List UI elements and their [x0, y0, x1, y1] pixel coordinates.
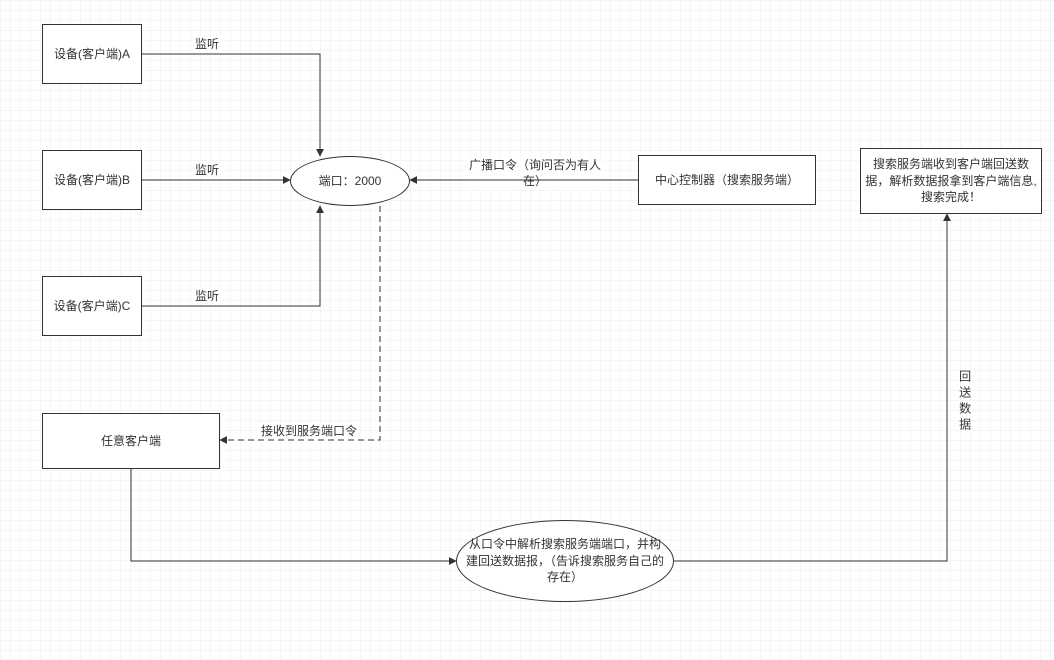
node-any-client: 任意客户端 [42, 413, 220, 469]
node-any-client-label: 任意客户端 [101, 433, 161, 450]
node-parse-label: 从口令中解析搜索服务端端口，并构建回送数据报，（告诉搜索服务自己的存在） [465, 536, 665, 586]
node-device-a-label: 设备(客户端)A [54, 46, 130, 63]
node-port-label: 端口：2000 [319, 173, 382, 190]
edge-port-any [220, 206, 380, 440]
node-port: 端口：2000 [290, 156, 410, 206]
edge-label-port-any: 接收到服务端口令 [258, 423, 360, 441]
node-device-b: 设备(客户端)B [42, 150, 142, 210]
edge-c-port [142, 206, 320, 306]
edge-label-parse-result: 回送数据 [956, 370, 970, 439]
node-device-b-label: 设备(客户端)B [54, 172, 130, 189]
edge-a-port [142, 54, 320, 156]
node-device-c-label: 设备(客户端)C [54, 298, 131, 315]
edge-label-parse-result-text: 回送数据 [956, 370, 972, 434]
edge-parse-result [674, 214, 947, 561]
node-controller-label: 中心控制器（搜索服务端） [655, 172, 799, 189]
edge-label-b-port: 监听 [192, 162, 222, 180]
edge-label-c-port: 监听 [192, 288, 222, 306]
edge-any-parse [131, 469, 456, 561]
node-device-c: 设备(客户端)C [42, 276, 142, 336]
edge-label-a-port: 监听 [192, 36, 222, 54]
node-result-label: 搜索服务端收到客户端回送数据，解析数据报拿到客户端信息,搜索完成！ [865, 156, 1037, 206]
node-controller: 中心控制器（搜索服务端） [638, 155, 816, 205]
node-parse: 从口令中解析搜索服务端端口，并构建回送数据报，（告诉搜索服务自己的存在） [456, 520, 674, 602]
node-device-a: 设备(客户端)A [42, 24, 142, 84]
edge-label-ctrl-port: 广播口令（询问否为有人在） [465, 157, 605, 190]
node-result: 搜索服务端收到客户端回送数据，解析数据报拿到客户端信息,搜索完成！ [860, 148, 1042, 214]
